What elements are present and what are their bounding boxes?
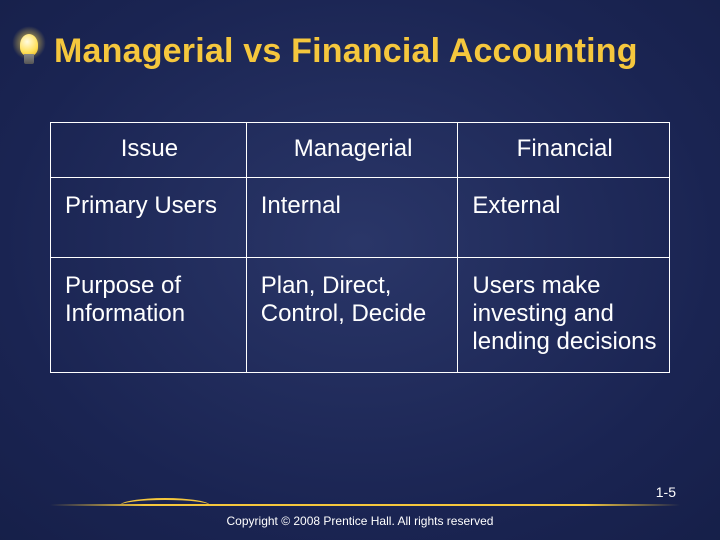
table-header-row: Issue Managerial Financial: [51, 123, 670, 178]
table-cell: Primary Users: [51, 178, 247, 258]
table-header-financial: Financial: [458, 123, 670, 178]
table-cell: Internal: [246, 178, 458, 258]
table-cell: Users make investing and lending decisio…: [458, 258, 670, 373]
copyright-text: Copyright © 2008 Prentice Hall. All righ…: [0, 514, 720, 528]
table-cell: Plan, Direct, Control, Decide: [246, 258, 458, 373]
lightbulb-icon: [12, 26, 46, 76]
table-cell: External: [458, 178, 670, 258]
comparison-table: Issue Managerial Financial Primary Users…: [50, 122, 670, 373]
table-cell: Purpose of Information: [51, 258, 247, 373]
divider: [50, 502, 680, 508]
page-number: 1-5: [656, 484, 676, 500]
table-header-managerial: Managerial: [246, 123, 458, 178]
table-row: Primary Users Internal External: [51, 178, 670, 258]
table-header-issue: Issue: [51, 123, 247, 178]
slide-title: Managerial vs Financial Accounting: [54, 32, 638, 71]
table-row: Purpose of Information Plan, Direct, Con…: [51, 258, 670, 373]
